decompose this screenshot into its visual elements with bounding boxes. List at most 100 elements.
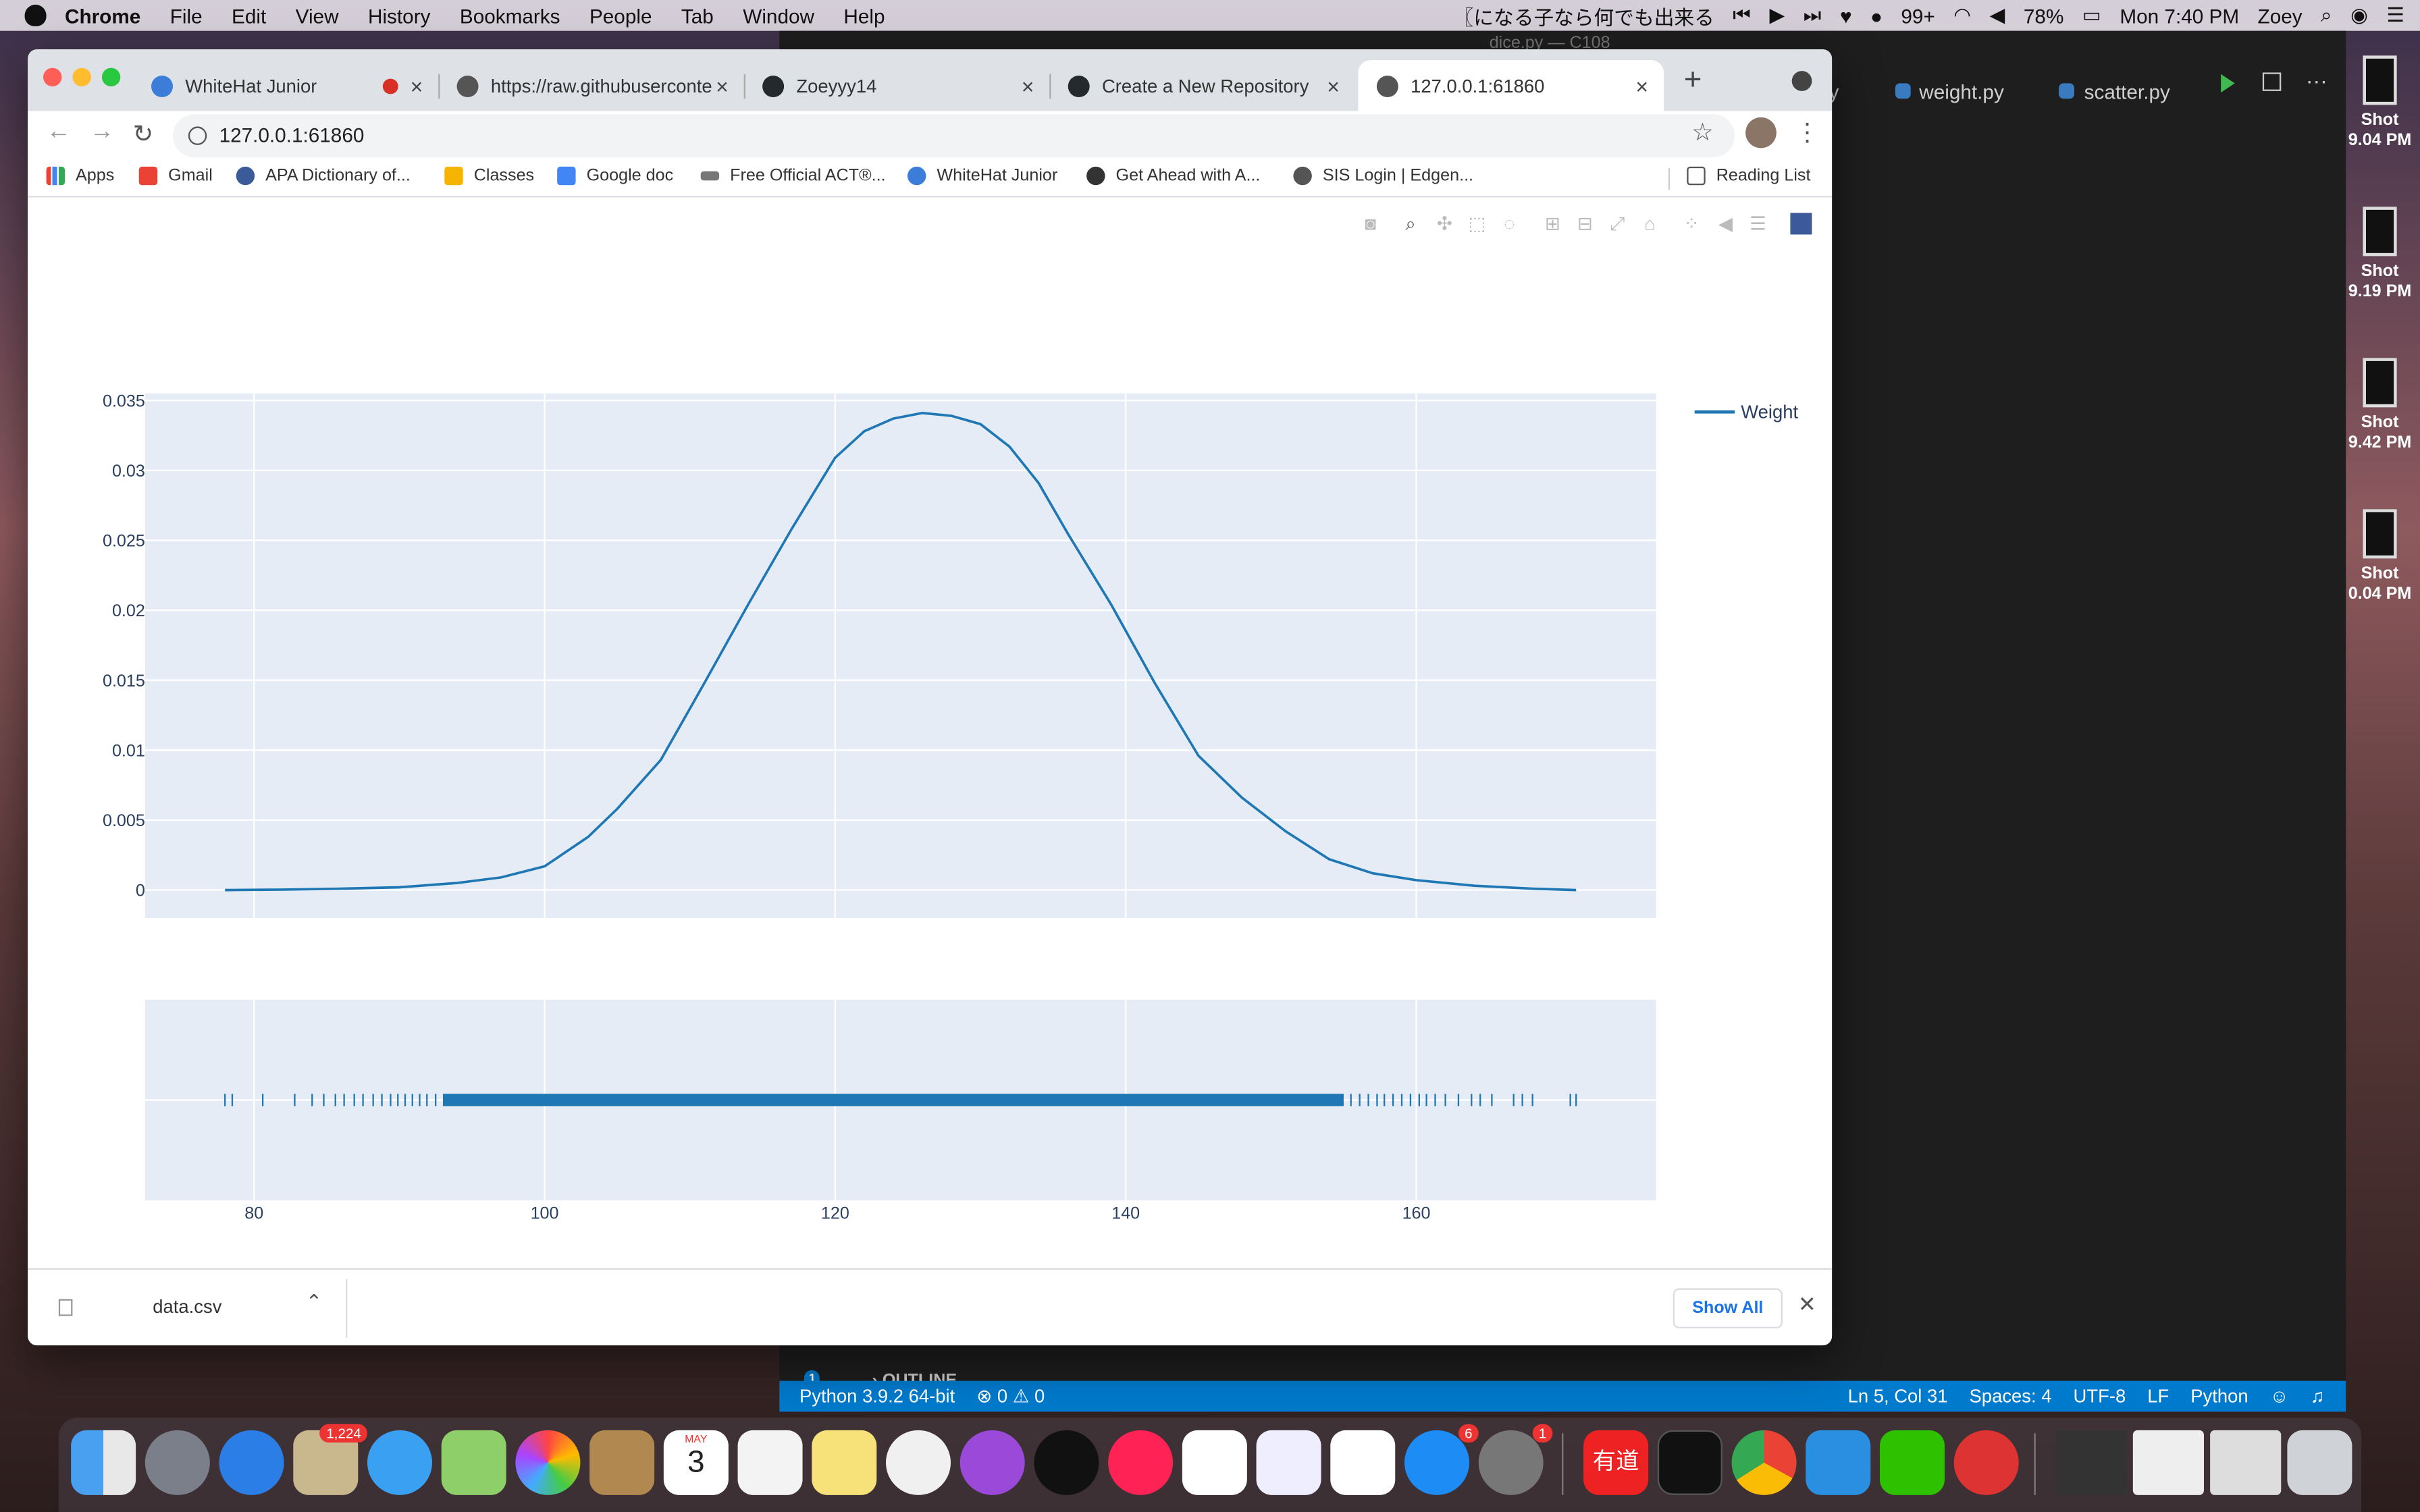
terminal-icon[interactable] (1657, 1430, 1722, 1495)
profile-avatar[interactable] (1745, 117, 1777, 148)
recent-window-thumbnail[interactable] (2132, 1430, 2204, 1495)
control-center-icon[interactable]: ☰ (2386, 3, 2405, 26)
menu-bookmarks[interactable]: Bookmarks (459, 3, 560, 27)
minimize-window-button[interactable] (72, 68, 91, 86)
wechat-icon[interactable] (1879, 1430, 1945, 1495)
bookmark-classes[interactable]: Classes (444, 166, 534, 186)
messages-icon[interactable] (367, 1430, 432, 1495)
mail-icon[interactable]: 1,224 (293, 1424, 367, 1495)
recent-window-thumbnail[interactable] (2055, 1430, 2127, 1495)
menu-window[interactable]: Window (743, 3, 814, 27)
music-icon[interactable] (885, 1430, 951, 1495)
vscode-icon[interactable] (1806, 1430, 1871, 1495)
close-tab-icon[interactable]: × (410, 73, 423, 99)
desktop-file[interactable]: Shot 9.19 PM (2341, 207, 2418, 302)
clock[interactable]: Mon 7:40 PM (2120, 3, 2240, 27)
menu-tab[interactable]: Tab (681, 3, 714, 27)
zoom-in-icon[interactable]: ⊞ (1544, 213, 1560, 235)
split-editor-icon[interactable] (2262, 72, 2282, 91)
menu-people[interactable]: People (589, 3, 652, 27)
trash-icon[interactable] (2287, 1430, 2352, 1495)
notification-count[interactable]: 99+ (1901, 3, 1935, 27)
tab-github-profile[interactable]: Zoeyyy14 × (744, 60, 1051, 111)
recent-window-thumbnail[interactable] (2210, 1430, 2282, 1495)
media-next-icon[interactable]: ⏭ (1803, 3, 1822, 26)
pages-icon[interactable] (1330, 1430, 1396, 1495)
user-name[interactable]: Zoey (2257, 3, 2303, 27)
safari-icon[interactable] (219, 1430, 284, 1495)
netease-music-icon[interactable] (1953, 1430, 2019, 1495)
show-all-downloads-button[interactable]: Show All (1673, 1288, 1783, 1328)
indentation[interactable]: Spaces: 4 (1969, 1385, 2052, 1407)
bookmark-whitehat[interactable]: WhiteHat Junior (907, 166, 1057, 186)
close-tab-icon[interactable]: × (1327, 73, 1340, 99)
desktop-file[interactable]: Shot 0.04 PM (2341, 509, 2418, 605)
feedback-icon[interactable]: ☺ (2269, 1385, 2289, 1407)
bookmark-apps[interactable]: Apps (46, 166, 114, 186)
desktop-file[interactable]: Shot 9.04 PM (2341, 55, 2418, 151)
tab-whitehat[interactable]: WhiteHat Junior × (133, 60, 440, 111)
close-tab-icon[interactable]: × (1021, 73, 1034, 99)
apple-menu-icon[interactable] (24, 4, 47, 26)
bookmark-google-doc[interactable]: Google doc (557, 166, 673, 186)
close-tab-icon[interactable]: × (716, 73, 729, 99)
zoom-icon[interactable]: ⌕ (1405, 213, 1416, 235)
tab-localhost[interactable]: 127.0.0.1:61860 × (1358, 60, 1664, 111)
chrome-icon[interactable] (1731, 1430, 1797, 1495)
address-bar[interactable]: 127.0.0.1:61860 (172, 114, 1735, 158)
siri-icon[interactable]: ◉ (2350, 3, 2369, 26)
bookmark-gmail[interactable]: Gmail (138, 166, 213, 186)
editor-tab-weight[interactable]: weight.py (1894, 80, 2004, 103)
menu-history[interactable]: History (367, 3, 431, 27)
bookmark-act[interactable]: Free Official ACT®... (700, 167, 886, 185)
keynote-icon[interactable] (1256, 1430, 1321, 1495)
zoom-window-button[interactable] (101, 68, 121, 86)
problems-indicator[interactable]: ⊗ 0 ⚠ 0 (976, 1385, 1045, 1407)
menu-help[interactable]: Help (843, 3, 885, 27)
eol[interactable]: LF (2147, 1385, 2169, 1407)
encoding[interactable]: UTF-8 (2073, 1385, 2126, 1407)
close-tab-icon[interactable]: × (1635, 73, 1649, 99)
tab-search-icon[interactable] (1791, 71, 1812, 91)
bookmark-apa[interactable]: APA Dictionary of... (236, 166, 411, 186)
tab-github-new-repo[interactable]: Create a New Repository × (1049, 60, 1355, 111)
calendar-icon[interactable]: MAY 3 (663, 1430, 729, 1495)
reading-list-button[interactable]: Reading List (1687, 166, 1810, 186)
site-info-icon[interactable] (188, 126, 207, 145)
finder-icon[interactable] (71, 1430, 136, 1495)
menu-edit[interactable]: Edit (232, 3, 267, 27)
more-actions-icon[interactable]: ··· (2305, 68, 2327, 93)
bookmark-star-icon[interactable]: ☆ (1691, 120, 1714, 147)
zoom-out-icon[interactable]: ⊟ (1577, 213, 1593, 235)
language-mode[interactable]: Python (2190, 1385, 2248, 1407)
media-prev-icon[interactable]: ⏮ (1733, 3, 1752, 26)
box-select-icon[interactable]: ⬚ (1468, 213, 1486, 235)
chevron-up-icon[interactable]: ⌃ (305, 1289, 323, 1314)
camera-icon[interactable]: ◙ (1365, 213, 1376, 235)
launchpad-icon[interactable] (144, 1430, 210, 1495)
numbers-icon[interactable] (1182, 1430, 1247, 1495)
podcasts-icon[interactable] (959, 1430, 1025, 1495)
reset-axes-icon[interactable]: ⌂ (1644, 213, 1656, 235)
menu-file[interactable]: File (169, 3, 203, 27)
run-icon[interactable] (2221, 74, 2235, 93)
spike-lines-icon[interactable]: ⁘ (1683, 213, 1700, 235)
photos-icon[interactable] (515, 1430, 581, 1495)
tv-icon[interactable] (1034, 1430, 1099, 1495)
menu-view[interactable]: View (295, 3, 339, 27)
download-item-filename[interactable]: data.csv (153, 1295, 222, 1318)
new-tab-button[interactable]: + (1683, 63, 1702, 97)
cursor-position[interactable]: Ln 5, Col 31 (1847, 1385, 1948, 1407)
menu-chrome[interactable]: Chrome (64, 3, 141, 27)
python-interpreter[interactable]: Python 3.9.2 64-bit (799, 1385, 955, 1407)
hover-compare-icon[interactable]: ☰ (1750, 213, 1766, 235)
forward-icon[interactable]: → (89, 118, 115, 145)
notes-icon[interactable] (812, 1430, 877, 1495)
wechat-status-icon[interactable]: ● (1870, 3, 1883, 27)
reminders-icon[interactable] (737, 1430, 803, 1495)
autoscale-icon[interactable]: ⤢ (1610, 213, 1625, 235)
distplot-svg[interactable]: 80 100 120 140 160 0 0.005 0.01 0.015 0.02 0.025 0.… (28, 198, 1832, 1268)
tab-github-raw[interactable]: https://raw.githubuserconten × (438, 60, 745, 111)
reload-icon[interactable]: ↻ (132, 122, 154, 148)
spotlight-icon[interactable]: ⌕ (2321, 3, 2332, 26)
